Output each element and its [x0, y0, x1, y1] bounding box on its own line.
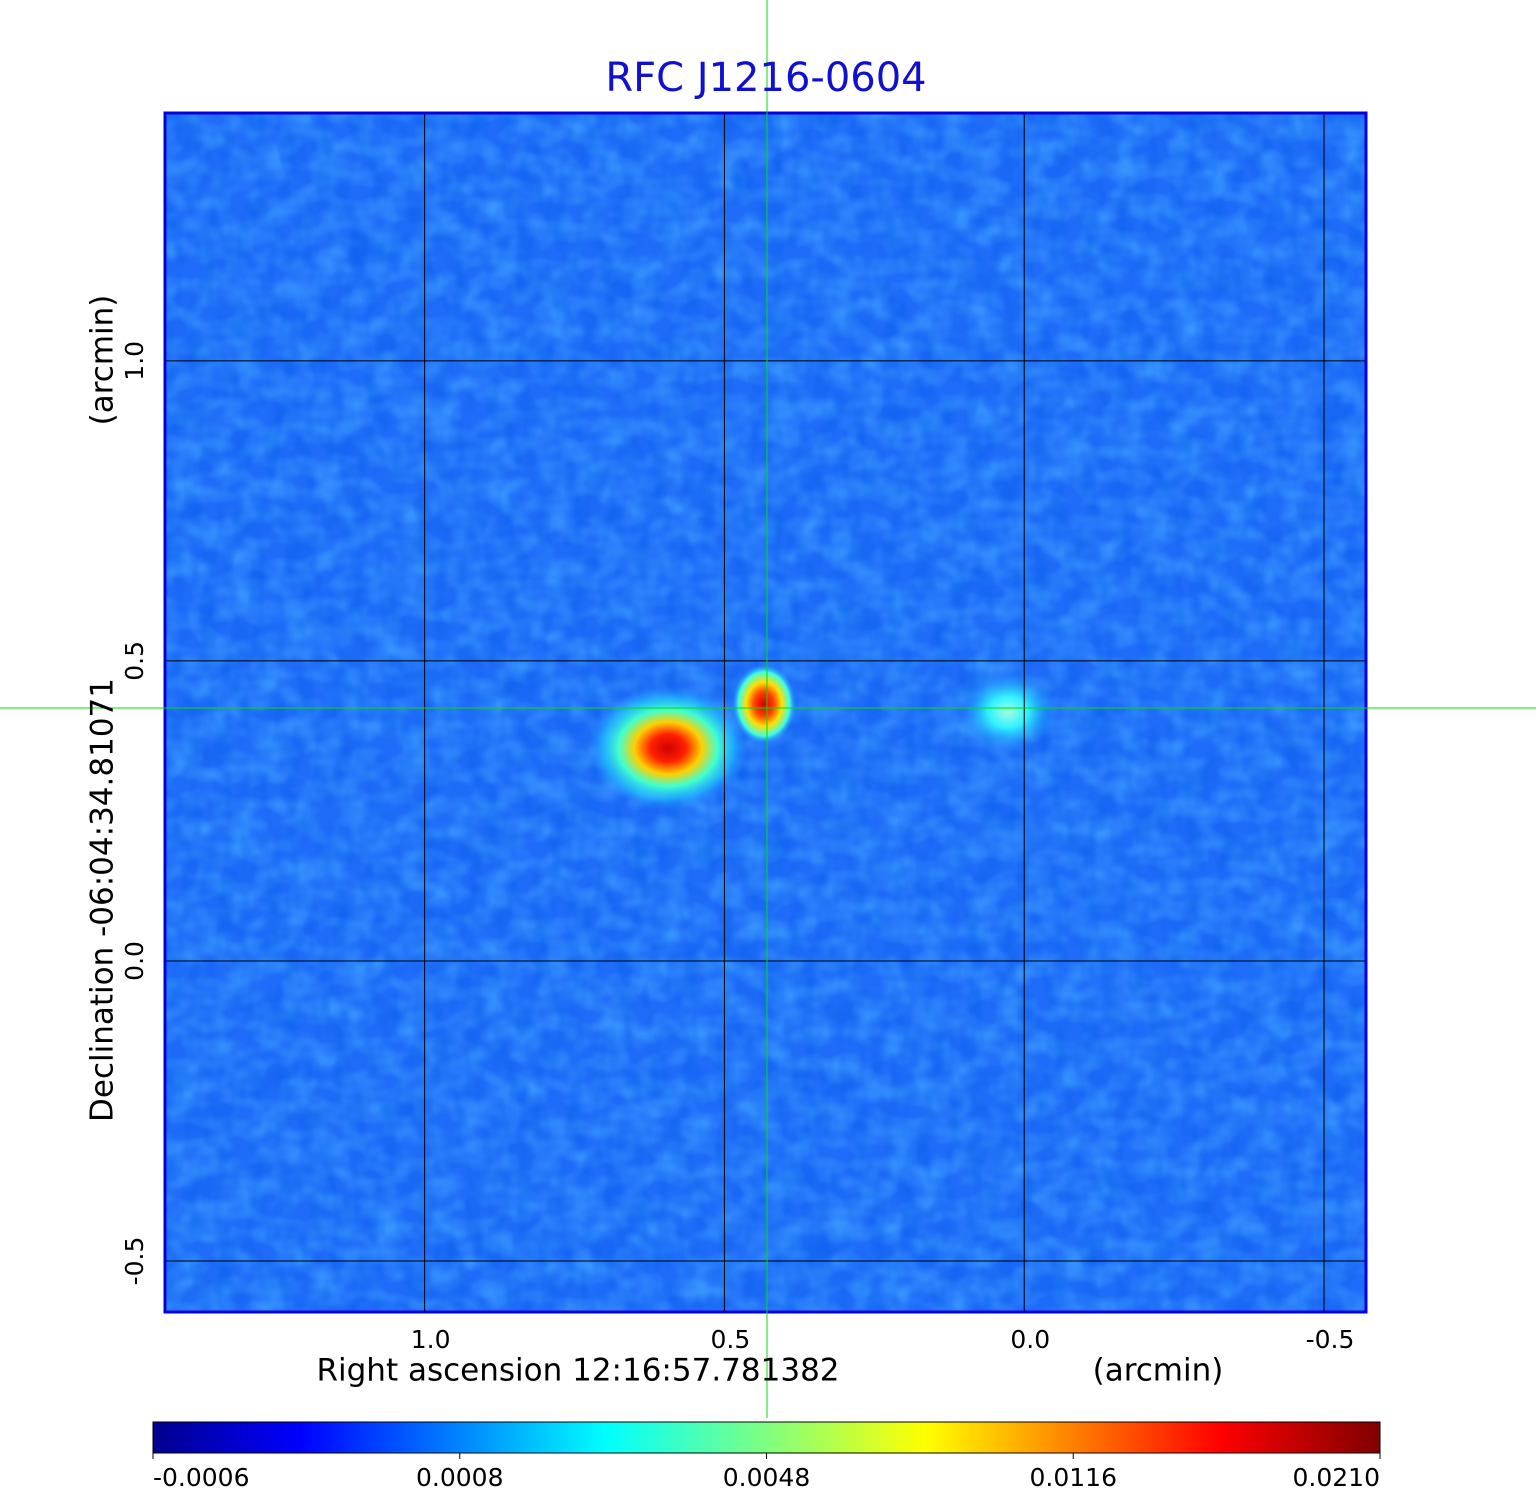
colorbar: [152, 1421, 1381, 1454]
plot-frame: [163, 111, 1368, 1314]
y-tick-label: 0.5: [120, 641, 149, 681]
x-axis-unit: (arcmin): [1093, 1353, 1224, 1389]
colorbar-tick-label: 0.0116: [1030, 1463, 1117, 1492]
y-tick-label: 1.0: [120, 341, 149, 381]
x-tick-label: -0.5: [1306, 1325, 1355, 1354]
y-tick-label: 0.0: [120, 941, 149, 981]
x-tick-label: 0.5: [711, 1325, 751, 1354]
y-tick-label: -0.5: [120, 1237, 149, 1286]
x-tick-label: 1.0: [411, 1325, 451, 1354]
x-axis-label: Right ascension 12:16:57.781382: [316, 1353, 839, 1389]
colorbar-tick-label: 0.0048: [723, 1463, 810, 1492]
grid: [165, 113, 1366, 1312]
source-blob: [588, 686, 748, 810]
chart-title: RFC J1216-0604: [605, 55, 926, 101]
image: [165, 113, 1366, 1312]
y-axis-label: Declination -06:04:34.81071: [85, 678, 121, 1122]
y-axis-unit: (arcmin): [85, 295, 121, 426]
colorbar-tick-label: 0.0210: [1293, 1463, 1380, 1492]
source-blob: [958, 672, 1058, 752]
source-blob: [732, 664, 796, 744]
colorbar-tick-label: -0.0006: [153, 1463, 250, 1492]
x-tick-label: 0.0: [1010, 1325, 1050, 1354]
colorbar-tick-label: 0.0008: [416, 1463, 503, 1492]
